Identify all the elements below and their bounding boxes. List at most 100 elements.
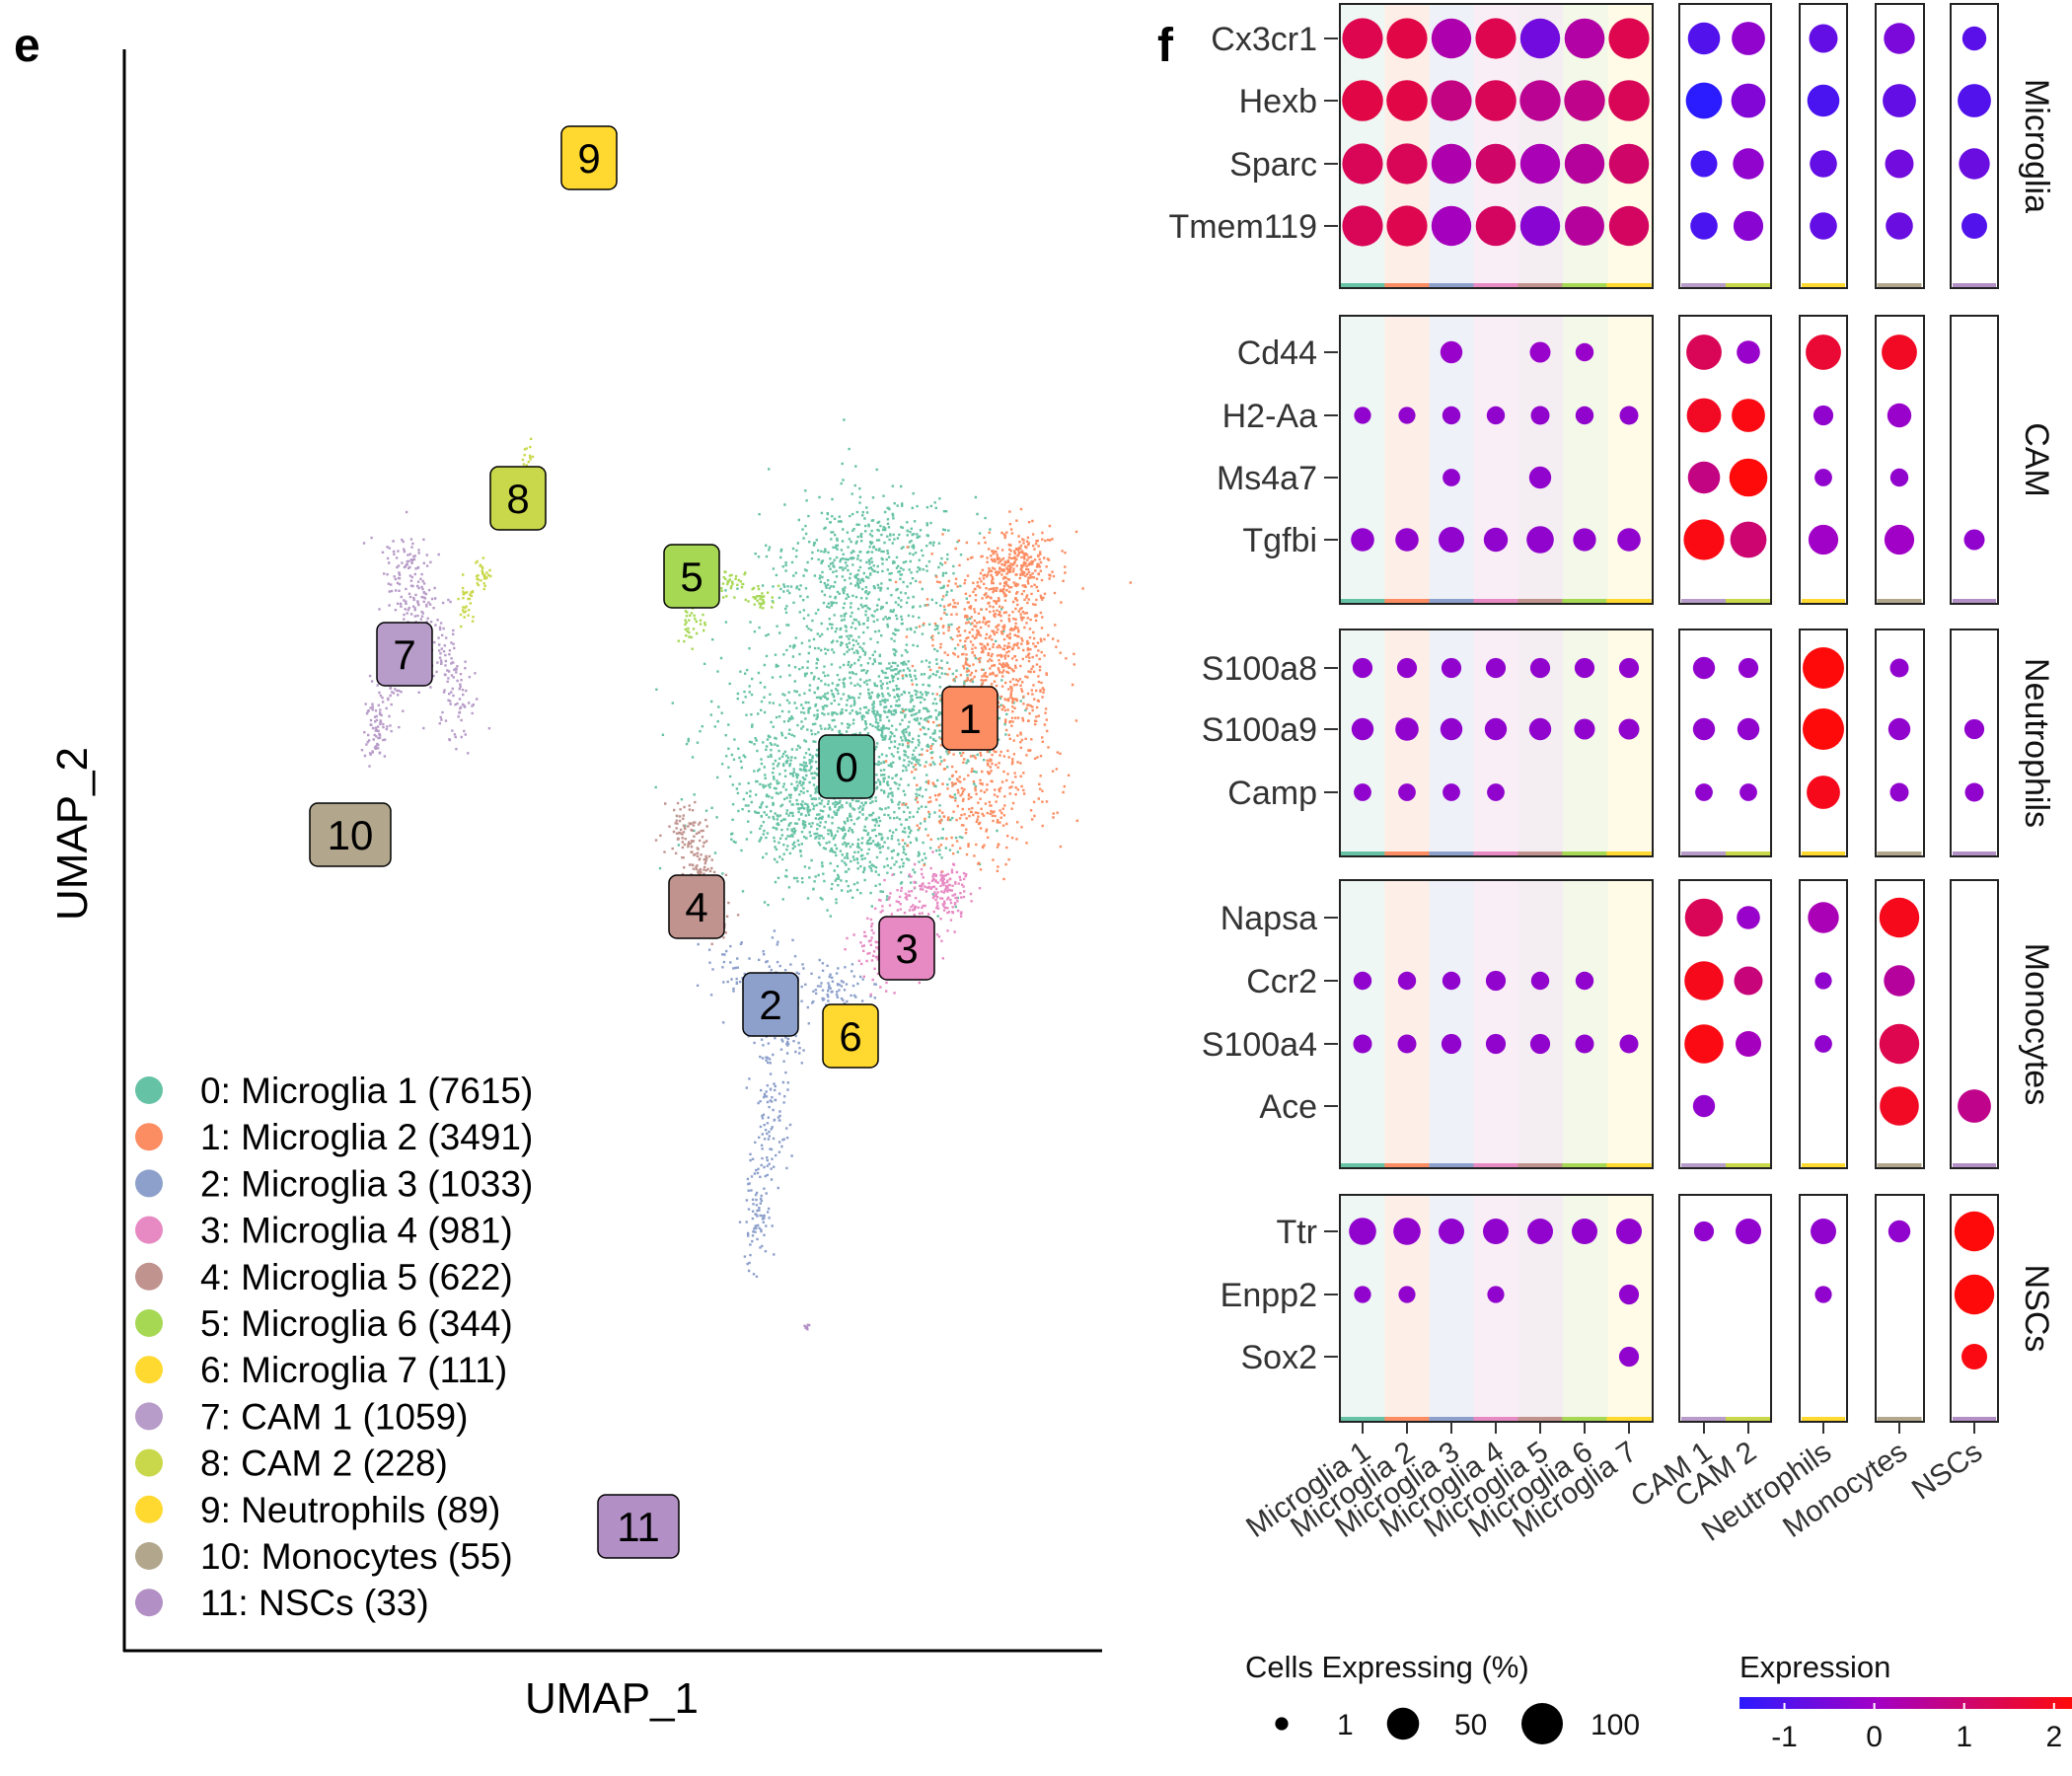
dot-camp-microglia-1 [1354, 783, 1371, 801]
dot-sparc-cam-2 [1733, 148, 1764, 180]
dot-ace-nscs [1958, 1089, 1991, 1123]
dot-hexb-microglia-2 [1386, 80, 1428, 121]
cluster-label-text: 9 [577, 135, 600, 182]
facet-border [1799, 629, 1848, 857]
column-color-bar [1877, 599, 1922, 604]
legend-item-10: 10: Monocytes (55) [135, 1536, 513, 1577]
column-color-bar [1681, 851, 1727, 856]
dot-cx3cr1-microglia-5 [1519, 18, 1561, 59]
dot-h2-aa-microglia-3 [1442, 406, 1461, 425]
dot-ms4a7-microglia-3 [1443, 469, 1460, 486]
dot-tmem119-neutrophils [1810, 212, 1837, 240]
column-color-bar [1877, 283, 1922, 288]
strip-label-monocytes: Monocytes [2018, 943, 2055, 1105]
dot-hexb-monocytes [1883, 84, 1916, 117]
dot-enpp2-microglia-1 [1354, 1286, 1371, 1303]
facet-monocytes-1 [1339, 879, 1654, 1169]
cluster-label-9: 9 [560, 125, 618, 190]
dot-enpp2-neutrophils [1814, 1286, 1832, 1303]
legend-key [135, 1448, 163, 1477]
dot-cx3cr1-monocytes [1884, 23, 1915, 54]
column-color-bar [1953, 1417, 1996, 1422]
column-color-bar [1681, 283, 1727, 288]
dot-ccr2-cam-1 [1684, 961, 1724, 1000]
facet-border [1950, 629, 1999, 857]
dot-s100a4-cam-2 [1736, 1031, 1761, 1057]
cluster-label-box [560, 125, 618, 190]
gene-label-ccr2: Ccr2 [1246, 963, 1338, 1000]
dot-tgfbi-neutrophils [1808, 524, 1839, 555]
facet-cam-5 [1950, 315, 1999, 605]
dot-s100a9-microglia-7 [1618, 718, 1640, 740]
cluster-label-box [309, 802, 392, 867]
gene-label-text: S100a8 [1202, 650, 1317, 688]
dot-tmem119-microglia-6 [1565, 206, 1604, 246]
dot-ace-monocytes [1880, 1086, 1919, 1126]
dot-hexb-nscs [1958, 84, 1991, 117]
column-color-bar [1429, 283, 1474, 288]
column-color-bar [1606, 599, 1652, 604]
cluster-label-box [878, 916, 935, 981]
dot-cx3cr1-microglia-2 [1386, 18, 1428, 59]
dot-panels [1339, 3, 1999, 1423]
column-label-nscs: NSCs [1906, 1422, 1988, 1507]
facet-border [1875, 3, 1925, 289]
dot-s100a4-microglia-4 [1485, 1033, 1507, 1055]
legend-item-9: 9: Neutrophils (89) [135, 1490, 500, 1530]
column-color-bar [1726, 1417, 1771, 1422]
facet-shade [1518, 316, 1564, 604]
dot-s100a4-microglia-2 [1397, 1034, 1417, 1054]
dot-ccr2-microglia-1 [1353, 971, 1372, 991]
dot-h2-aa-microglia-4 [1486, 406, 1506, 425]
umap-legend: 0: Microglia 1 (7615) 1: Microglia 2 (349… [135, 1071, 533, 1623]
dot-hexb-microglia-4 [1475, 80, 1517, 121]
dot-tmem119-cam-2 [1733, 210, 1764, 242]
dot-s100a8-microglia-2 [1396, 657, 1418, 679]
gene-label-text: Camp [1227, 775, 1317, 812]
dot-ccr2-microglia-2 [1397, 971, 1417, 991]
column-color-bar [1429, 1163, 1474, 1168]
dot-sparc-microglia-3 [1431, 143, 1472, 185]
legend-key [135, 1542, 163, 1570]
dot-h2-aa-microglia-2 [1398, 407, 1416, 424]
legend-item-2: 2: Microglia 3 (1033) [135, 1163, 533, 1204]
gene-label-text: Sox2 [1241, 1339, 1318, 1376]
column-color-bar [1606, 1417, 1652, 1422]
facet-bg [1951, 4, 1998, 288]
dot-tgfbi-microglia-2 [1395, 528, 1419, 552]
facet-bg [1951, 316, 1998, 604]
dot-napsa-cam-1 [1684, 898, 1724, 937]
column-color-bar [1726, 283, 1771, 288]
umap-cluster-3 [844, 851, 982, 997]
gene-label-text: Hexb [1239, 83, 1317, 120]
cluster-label-11: 11 [597, 1494, 680, 1559]
dot-ms4a7-cam-1 [1687, 461, 1721, 494]
dot-napsa-neutrophils [1808, 902, 1839, 933]
dot-enpp2-microglia-2 [1398, 1286, 1416, 1303]
column-label-text: NSCs [1906, 1436, 1988, 1507]
gene-label-text: Enpp2 [1221, 1277, 1317, 1314]
column-color-bar [1473, 1417, 1518, 1422]
dot-s100a9-cam-2 [1737, 717, 1760, 741]
column-color-bar [1384, 1417, 1430, 1422]
legend-label: 1: Microglia 2 (3491) [200, 1117, 533, 1157]
dot-ccr2-microglia-5 [1530, 971, 1550, 991]
dot-tmem119-nscs [1961, 213, 1987, 239]
dot-sparc-microglia-5 [1519, 143, 1561, 185]
dot-tgfbi-monocytes [1884, 524, 1915, 555]
dot-cd44-microglia-3 [1440, 340, 1463, 364]
legend-label: 2: Microglia 3 (1033) [200, 1163, 533, 1204]
dot-sparc-microglia-4 [1475, 143, 1517, 185]
dot-enpp2-microglia-4 [1487, 1286, 1505, 1303]
strip-label-neutrophils: Neutrophils [2018, 658, 2055, 828]
dot-h2-aa-microglia-6 [1575, 406, 1594, 425]
gene-label-ms4a7: Ms4a7 [1217, 460, 1338, 497]
cluster-label-box [822, 1003, 879, 1069]
dot-tmem119-microglia-1 [1342, 205, 1383, 247]
dot-camp-cam-1 [1695, 783, 1713, 801]
facet-shade [1384, 316, 1431, 604]
facet-shade [1340, 880, 1385, 1168]
column-color-bar [1953, 851, 1996, 856]
column-color-bar [1429, 1417, 1474, 1422]
dot-s100a8-microglia-7 [1618, 657, 1640, 679]
